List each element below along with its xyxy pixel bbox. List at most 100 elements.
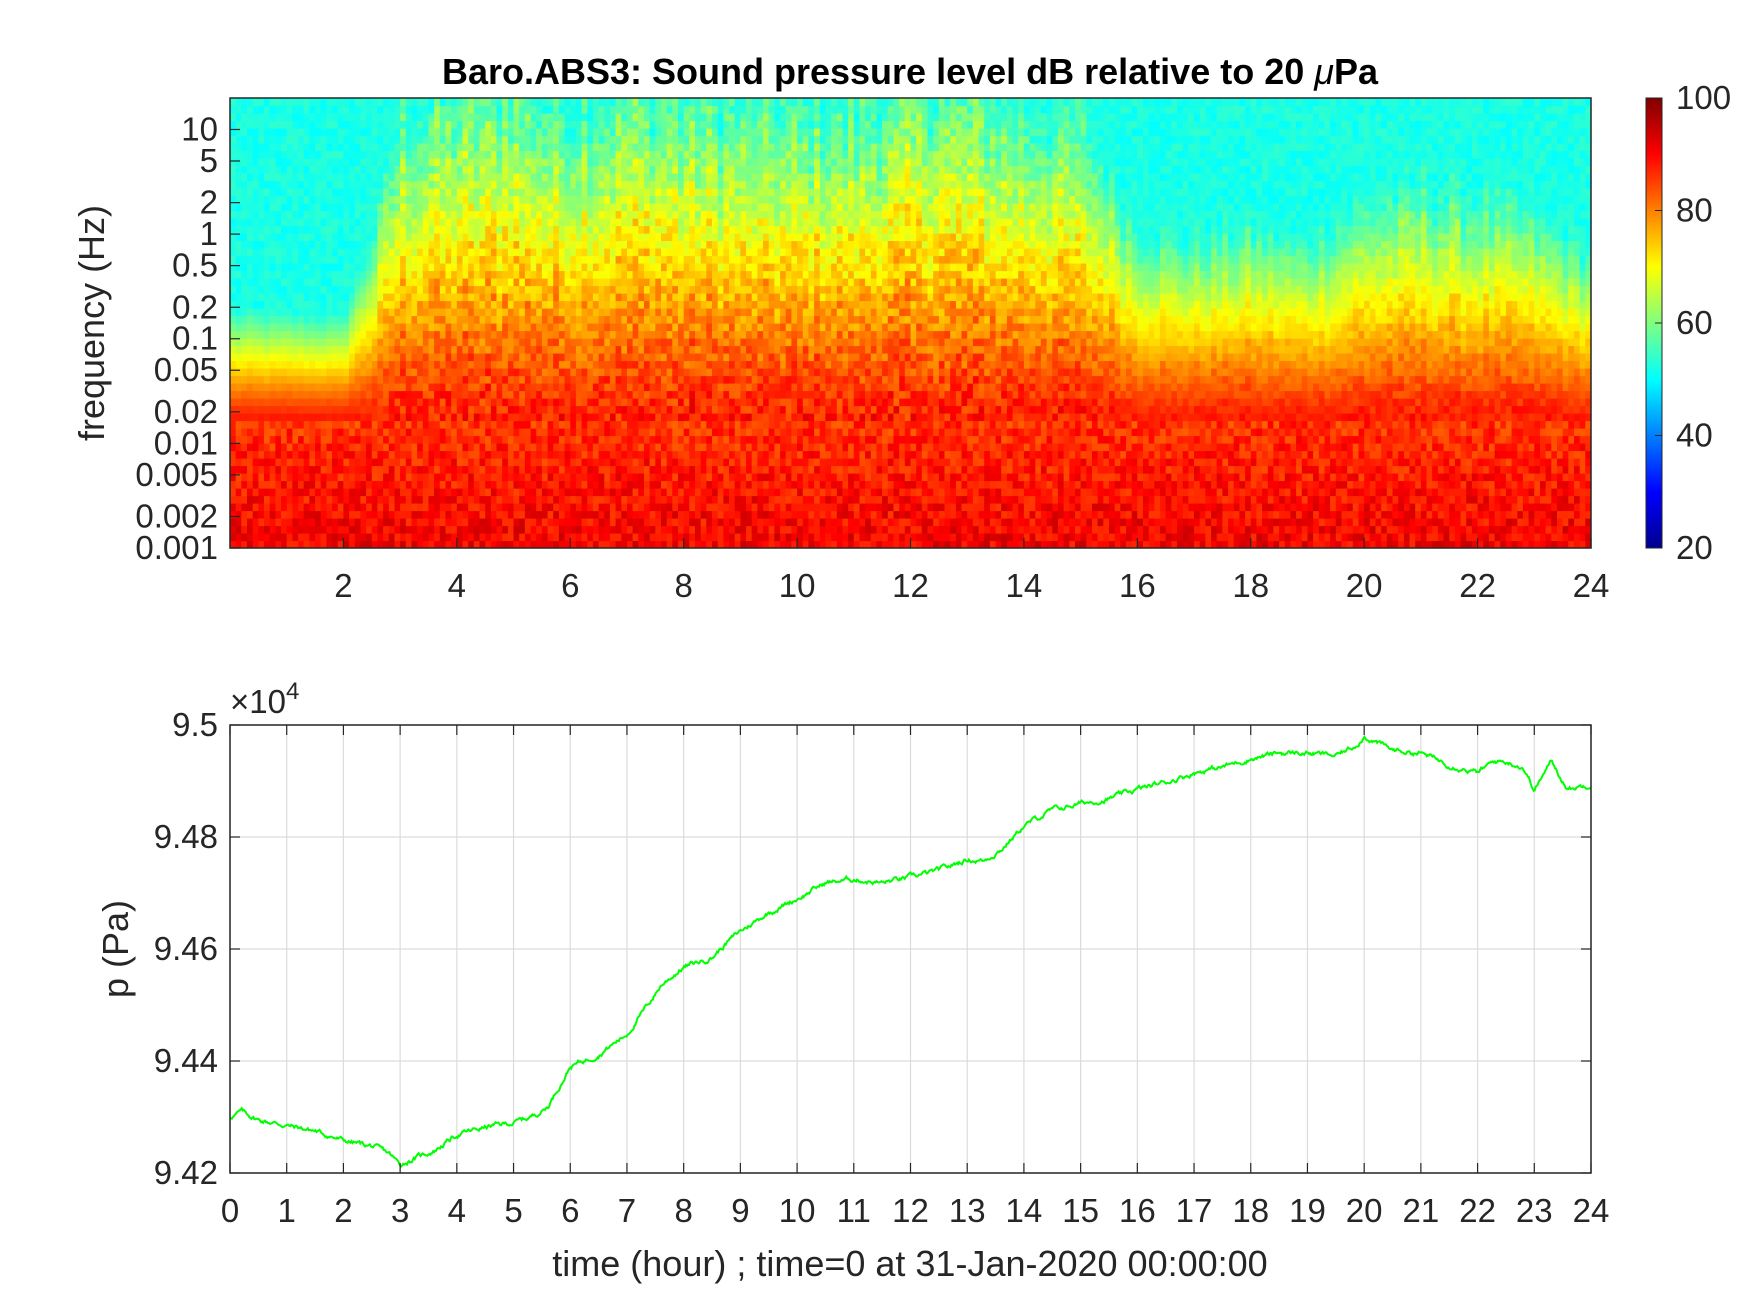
spectrogram-cell [377, 255, 384, 264]
spectrogram-cell [547, 203, 554, 212]
spectrogram-cell [587, 248, 594, 257]
spectrogram-cell [439, 128, 447, 137]
spectrogram-cell [609, 443, 617, 452]
spectrogram-cell [649, 315, 656, 324]
spectrogram-cell [417, 150, 424, 159]
spectrogram-cell [661, 233, 668, 242]
spectrogram-cell [672, 240, 679, 249]
spectrogram-cell [354, 405, 362, 414]
spectrogram-cell [598, 435, 605, 444]
spectrogram-cell [479, 420, 486, 429]
spectrogram-cell [513, 195, 520, 204]
spectrogram-cell [235, 263, 242, 272]
spectrogram-cell [485, 270, 492, 279]
spectrogram-cell [700, 540, 707, 548]
spectrogram-cell [513, 120, 520, 129]
spectrogram-cell [598, 158, 605, 167]
spectrogram-cell [473, 180, 481, 189]
spectrogram-cell [247, 458, 254, 467]
spectrogram-cell [434, 368, 441, 377]
spectrogram-cell [479, 278, 486, 287]
spectrogram-cell [417, 173, 424, 182]
spectrogram-cell [417, 270, 424, 279]
spectrogram-cell [496, 225, 503, 234]
spectrogram-cell [247, 158, 254, 167]
spectrogram-cell [400, 360, 407, 369]
spectrogram-cell [524, 105, 532, 114]
spectrogram-cell [462, 255, 469, 264]
spectrogram-cell [649, 143, 656, 152]
spectrogram-cell [695, 390, 702, 399]
spectrogram-cell [286, 188, 293, 197]
spectrogram-cell [536, 293, 543, 302]
spectrogram-cell [592, 465, 600, 474]
spectrogram-cell [394, 270, 401, 279]
spectrogram-cell [553, 173, 560, 182]
spectrogram-cell [349, 360, 356, 369]
spectrogram-cell [258, 98, 265, 107]
spectrogram-cell [598, 150, 605, 159]
spectrogram-cell [422, 338, 430, 347]
spectrogram-cell [485, 465, 492, 474]
spectrogram-cell [366, 488, 373, 497]
spectrogram-cell [354, 233, 362, 242]
spectrogram-cell [445, 450, 452, 459]
spectrogram-cell [666, 353, 673, 362]
spectrogram-cell [666, 188, 673, 197]
spectrogram-cell [315, 293, 322, 302]
spectrogram-cell [524, 345, 532, 354]
spectrogram-cell [286, 533, 293, 542]
spectrogram-cell [445, 398, 452, 407]
spectrogram-cell [638, 345, 645, 354]
spectrogram-cell [678, 405, 685, 414]
spectrogram-cell [644, 330, 651, 339]
spectrogram-cell [292, 413, 299, 422]
spectrogram-cell [326, 263, 333, 272]
spectrogram-cell [394, 375, 401, 384]
spectrogram-cell [479, 218, 486, 227]
spectrogram-cell [445, 158, 452, 167]
spectrogram-cell [247, 413, 254, 422]
spectrogram-cell [485, 128, 492, 137]
spectrogram-cell [547, 165, 554, 174]
spectrogram-cell [655, 458, 662, 467]
spectrogram-cell [553, 390, 560, 399]
spectrogram-cell [519, 443, 526, 452]
spectrogram-cell [655, 368, 662, 377]
spectrogram-cell [564, 173, 571, 182]
spectrogram-cell [598, 105, 605, 114]
spectrogram-cell [388, 518, 396, 527]
spectrogram-cell [332, 270, 339, 279]
spectrogram-cell [570, 180, 577, 189]
spectrogram-cell [558, 203, 566, 212]
spectrogram-cell [530, 300, 537, 309]
spectrogram-cell [536, 488, 543, 497]
spectrogram-cell [451, 435, 458, 444]
spectrogram-cell [275, 98, 282, 107]
spectrogram-cell [462, 203, 469, 212]
spectrogram-cell [530, 443, 537, 452]
spectrogram-cell [609, 293, 617, 302]
spectrogram-cell [609, 330, 617, 339]
spectrogram-cell [298, 480, 305, 489]
spectrogram-cell [683, 420, 690, 429]
spectrogram-cell [485, 368, 492, 377]
spectrogram-cell [275, 285, 282, 294]
spectrogram-cell [644, 480, 651, 489]
spectrogram-cell [269, 240, 276, 249]
spectrogram-cell [405, 465, 413, 474]
spectrogram-cell [683, 278, 690, 287]
spectrogram-cell [235, 525, 242, 534]
spectrogram-cell [564, 135, 571, 144]
spectrogram-cell [417, 165, 424, 174]
spectrogram-cell [575, 435, 583, 444]
spectrogram-cell [434, 450, 441, 459]
spectrogram-cell [553, 368, 560, 377]
spectrogram-cell [541, 98, 549, 107]
spectrogram-cell [507, 173, 515, 182]
spectrogram-cell [332, 338, 339, 347]
spectrogram-cell [269, 413, 276, 422]
spectrogram-cell [315, 405, 322, 414]
spectrogram-cell [332, 210, 339, 219]
spectrogram-cell [547, 450, 554, 459]
